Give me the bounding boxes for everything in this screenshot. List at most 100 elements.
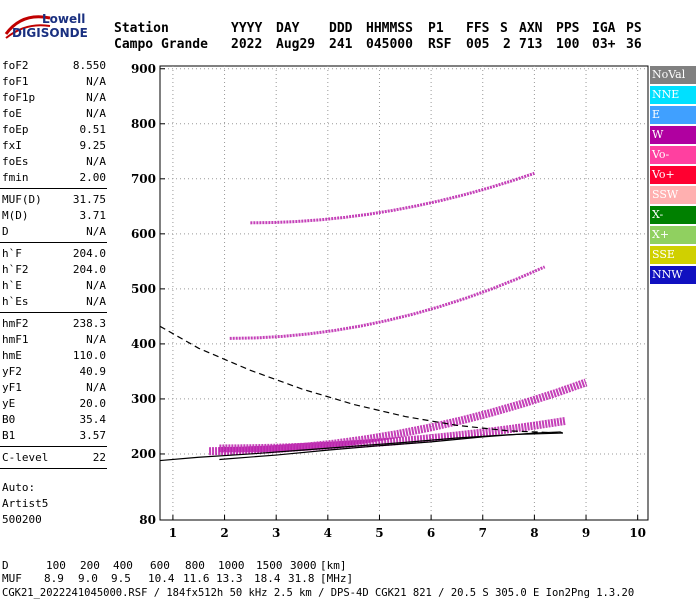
param-name: hmE	[2, 349, 22, 362]
param-name: D	[2, 225, 9, 238]
param-row: hmE 110.0	[2, 348, 106, 364]
footer-distance-value: 400	[113, 559, 133, 572]
header-label-axn: AXN	[519, 21, 543, 36]
artist-version: Artist5	[2, 497, 49, 510]
param-name: C-level	[2, 451, 49, 464]
x-tick-label: 10	[629, 526, 646, 540]
footer-muf-value: 9.0	[78, 572, 98, 585]
param-name: hmF1	[2, 333, 29, 346]
param-value: N/A	[86, 107, 106, 120]
legend-item-sse: SSE	[650, 246, 696, 264]
y-tick-label: 400	[131, 337, 156, 351]
param-name: B0	[2, 413, 16, 426]
software-version: 500200	[2, 513, 42, 526]
header-value-pps: 100	[556, 37, 580, 52]
param-value: 3.71	[79, 209, 107, 222]
param-row: B0 35.4	[2, 412, 106, 428]
param-separator	[0, 468, 107, 469]
param-value: N/A	[86, 279, 106, 292]
param-value: 8.550	[72, 59, 106, 72]
header-value-p1: RSF	[428, 37, 452, 52]
footer-file-info: CGK21_2022241045000.RSF / 184fx512h 50 k…	[2, 587, 635, 599]
header-value-station: Campo Grande	[114, 37, 208, 52]
param-value: 204.0	[72, 263, 106, 276]
param-name: foF1p	[2, 91, 36, 104]
param-name: yF2	[2, 365, 22, 378]
param-value: N/A	[86, 295, 106, 308]
header-value-ps: 36	[626, 37, 642, 52]
footer-distance-value: 800	[185, 559, 205, 572]
param-name: B1	[2, 429, 16, 442]
param-value: N/A	[86, 225, 106, 238]
profile-extrapolation-line	[159, 325, 563, 434]
y-tick-label: 700	[131, 172, 156, 186]
param-value: 31.75	[72, 193, 106, 206]
param-row: foF1p N/A	[2, 90, 106, 106]
param-value: 20.0	[79, 397, 107, 410]
header-label-pps: PPS	[556, 21, 580, 36]
param-row: M(D) 3.71	[2, 208, 106, 224]
footer-distance-value: 3000	[290, 559, 317, 572]
param-name: foEp	[2, 123, 29, 136]
header-value-iga: 03+	[592, 37, 616, 52]
param-value: 9.25	[79, 139, 107, 152]
x-tick-label: 5	[375, 526, 383, 540]
footer-muf-label: MUF	[2, 572, 22, 585]
header-label-iga: IGA	[592, 21, 616, 36]
param-name: h`F2	[2, 263, 29, 276]
param-name: MUF(D)	[2, 193, 42, 206]
legend-item-w: W	[650, 126, 696, 144]
param-name: fmin	[2, 171, 29, 184]
param-value: 40.9	[79, 365, 107, 378]
legend-item-x: X-	[650, 206, 696, 224]
param-row: foEp 0.51	[2, 122, 106, 138]
param-row: foF1 N/A	[2, 74, 106, 90]
param-value: 22	[92, 451, 106, 464]
param-name: yE	[2, 397, 16, 410]
echo-trace-band	[219, 416, 566, 453]
param-name: hmF2	[2, 317, 29, 330]
footer-muf-value: 13.3	[216, 572, 243, 585]
param-row: hmF2 238.3	[2, 316, 106, 332]
param-value: 2.00	[79, 171, 107, 184]
echo-trace-band	[208, 378, 588, 456]
header-label-yyyy: YYYY	[231, 21, 263, 36]
echo-trace-band	[229, 265, 546, 340]
header-value-s: 2	[503, 37, 511, 52]
footer-distance-value: 200	[80, 559, 100, 572]
lowell-digisonde-logo: Lowell DIGISONDE	[2, 4, 110, 48]
param-value: 35.4	[79, 413, 107, 426]
legend-item-vo: Vo-	[650, 146, 696, 164]
param-row: MUF(D) 31.75	[2, 192, 106, 208]
x-tick-label: 3	[272, 526, 280, 540]
y-tick-label: 800	[131, 117, 156, 131]
param-value: 204.0	[72, 247, 106, 260]
header-label-day: DAY	[276, 21, 300, 36]
legend-item-vo: Vo+	[650, 166, 696, 184]
param-value: 238.3	[72, 317, 106, 330]
header-label-station: Station	[114, 21, 169, 36]
param-row: foF2 8.550	[2, 58, 106, 74]
footer-distance-value: 100	[46, 559, 66, 572]
param-value: 3.57	[79, 429, 107, 442]
param-row: D N/A	[2, 224, 106, 240]
param-row: foEs N/A	[2, 154, 106, 170]
param-name: h`Es	[2, 295, 29, 308]
param-value: N/A	[86, 75, 106, 88]
param-row: yF2 40.9	[2, 364, 106, 380]
footer-distance-value: 1000	[218, 559, 245, 572]
y-tick-label: 900	[131, 62, 156, 76]
param-name: foF1	[2, 75, 29, 88]
x-tick-label: 7	[479, 526, 487, 540]
true-height-profile-line	[219, 431, 564, 461]
param-row: B1 3.57	[2, 428, 106, 444]
param-value: N/A	[86, 91, 106, 104]
legend-item-nnw: NNW	[650, 266, 696, 284]
param-name: foEs	[2, 155, 29, 168]
header-label-s: S	[500, 21, 508, 36]
logo-line1: Lowell	[42, 12, 86, 26]
param-value: 110.0	[72, 349, 106, 362]
param-row: fmin 2.00	[2, 170, 106, 186]
footer-distance-value: 600	[150, 559, 170, 572]
header-label-ddd: DDD	[329, 21, 353, 36]
